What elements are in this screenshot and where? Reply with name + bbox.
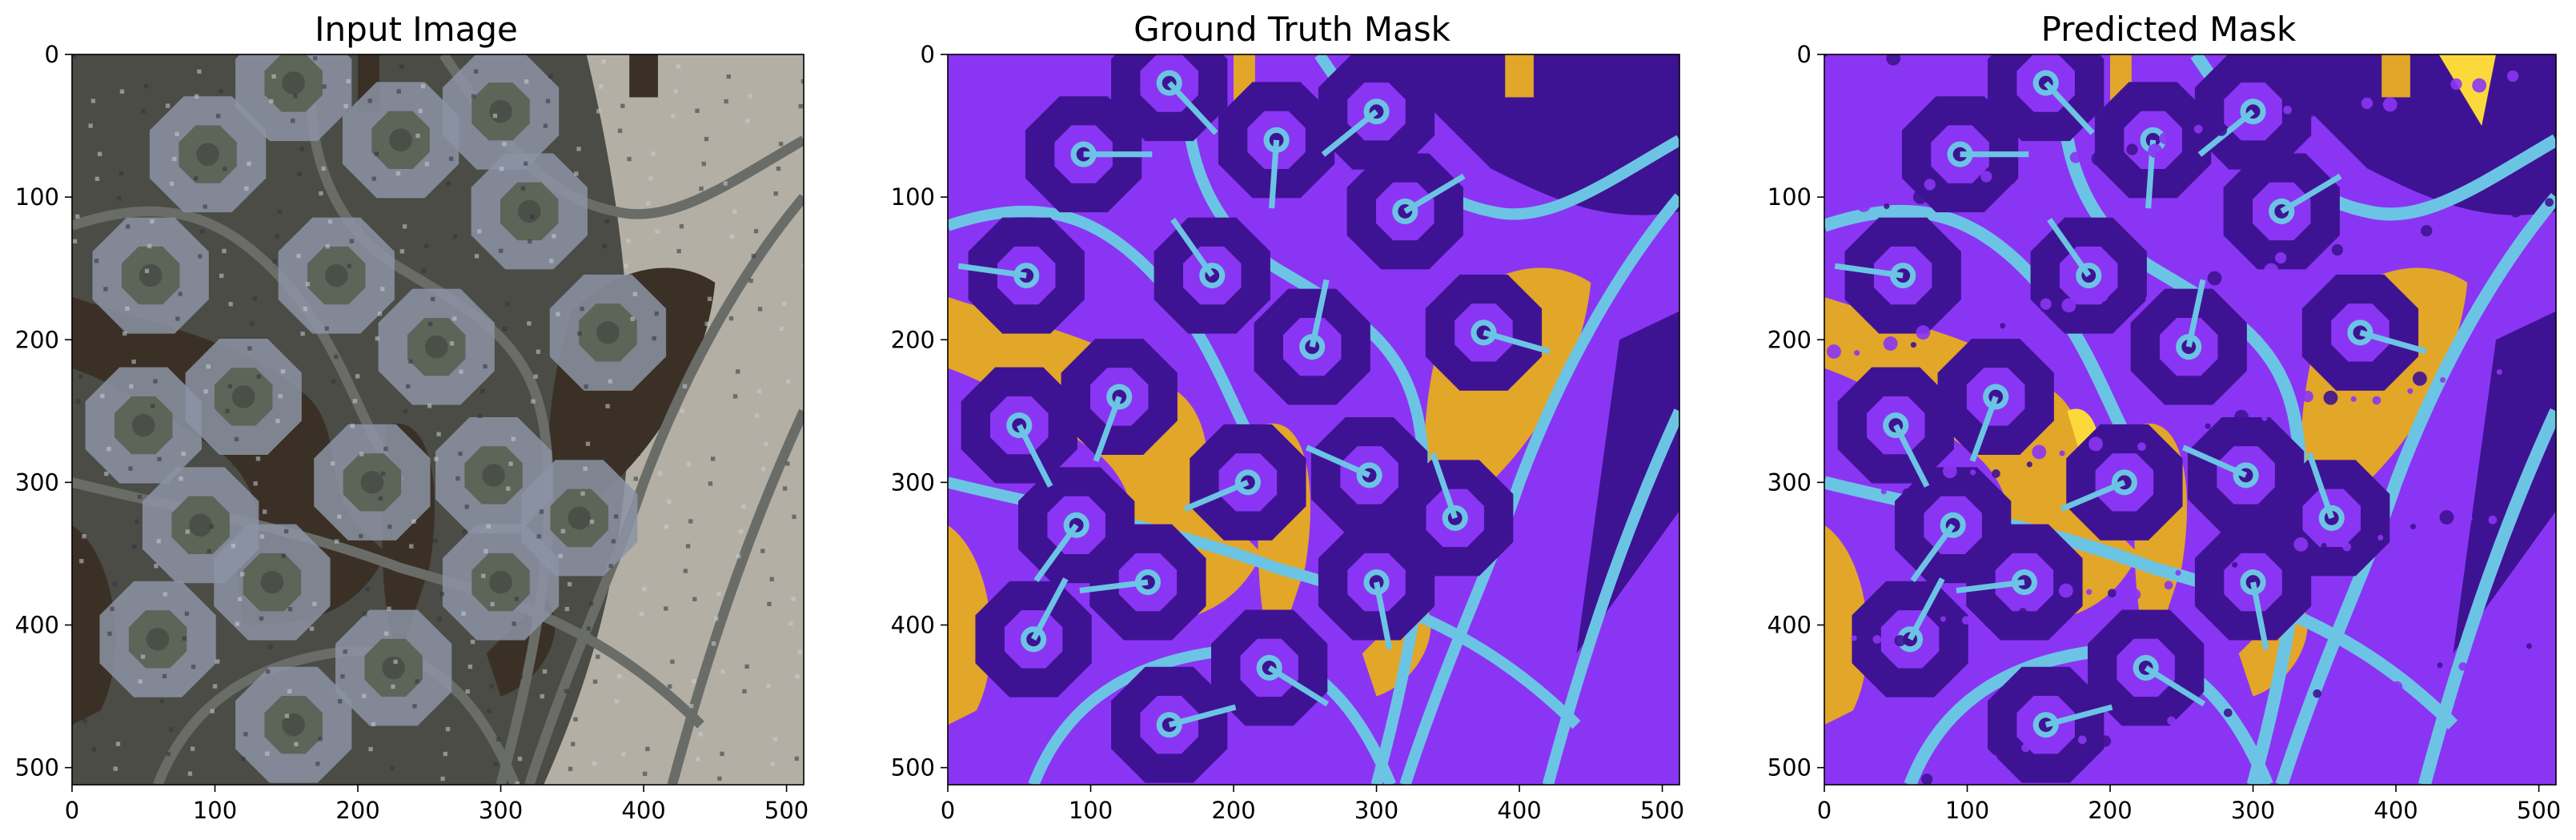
x-tick-label: 0 <box>941 797 955 824</box>
x-tick-label: 300 <box>1354 797 1398 824</box>
x-tick-label: 100 <box>193 797 237 824</box>
y-tick-label: 400 <box>15 612 59 639</box>
segmentation-mask-image <box>948 54 1679 785</box>
panel-ground-truth: Ground Truth Mask 0 100 200 300 400 500 0 100 20… <box>876 0 1708 840</box>
y-tick-label: 500 <box>15 754 59 782</box>
x-tick-label: 500 <box>2517 797 2561 824</box>
y-tick-label: 200 <box>15 326 59 353</box>
x-tick-label: 0 <box>65 797 79 824</box>
y-tick-label: 0 <box>45 41 59 68</box>
y-tick-label: 0 <box>921 41 935 68</box>
axes-frame <box>947 54 1680 786</box>
y-tick-label: 200 <box>1767 326 1812 353</box>
x-tick-label: 400 <box>1497 797 1541 824</box>
y-tick-label: 300 <box>15 468 59 496</box>
x-tick-label: 500 <box>764 797 809 824</box>
x-tick-label: 400 <box>2373 797 2418 824</box>
x-tick-label: 200 <box>1211 797 1255 824</box>
aerial-image <box>72 54 804 785</box>
y-tick-label: 200 <box>891 326 935 353</box>
x-tick-label: 200 <box>2088 797 2132 824</box>
x-tick-label: 0 <box>1817 797 1832 824</box>
panel-title: Input Image <box>315 10 518 49</box>
y-tick-label: 500 <box>891 754 935 782</box>
x-tick-label: 100 <box>1945 797 1989 824</box>
panel-title: Ground Truth Mask <box>1134 10 1451 49</box>
panel-input-image: Input Image 0 100 200 300 400 500 0 100 200 300 40… <box>0 0 833 840</box>
x-tick-label: 100 <box>1069 797 1113 824</box>
x-tick-label: 500 <box>1640 797 1684 824</box>
x-tick-label: 400 <box>621 797 665 824</box>
y-tick-label: 100 <box>891 183 935 211</box>
x-tick-label: 300 <box>2231 797 2275 824</box>
y-tick-label: 100 <box>1767 183 1812 211</box>
y-tick-label: 300 <box>891 468 935 496</box>
x-tick-label: 300 <box>479 797 523 824</box>
y-tick-label: 400 <box>1767 612 1812 639</box>
y-tick-label: 500 <box>1767 754 1812 782</box>
axes-frame <box>71 54 804 786</box>
y-tick-label: 300 <box>1767 468 1812 496</box>
panel-title: Predicted Mask <box>2040 10 2297 49</box>
y-tick-label: 0 <box>1797 41 1812 68</box>
y-tick-label: 100 <box>15 183 59 211</box>
y-tick-label: 400 <box>891 612 935 639</box>
segmentation-mask-image <box>1824 54 2556 785</box>
x-tick-label: 200 <box>335 797 379 824</box>
panel-predicted-mask: Predicted Mask 0 100 200 300 400 500 0 100 200 30… <box>1752 0 2576 840</box>
axes-frame <box>1824 54 2557 786</box>
